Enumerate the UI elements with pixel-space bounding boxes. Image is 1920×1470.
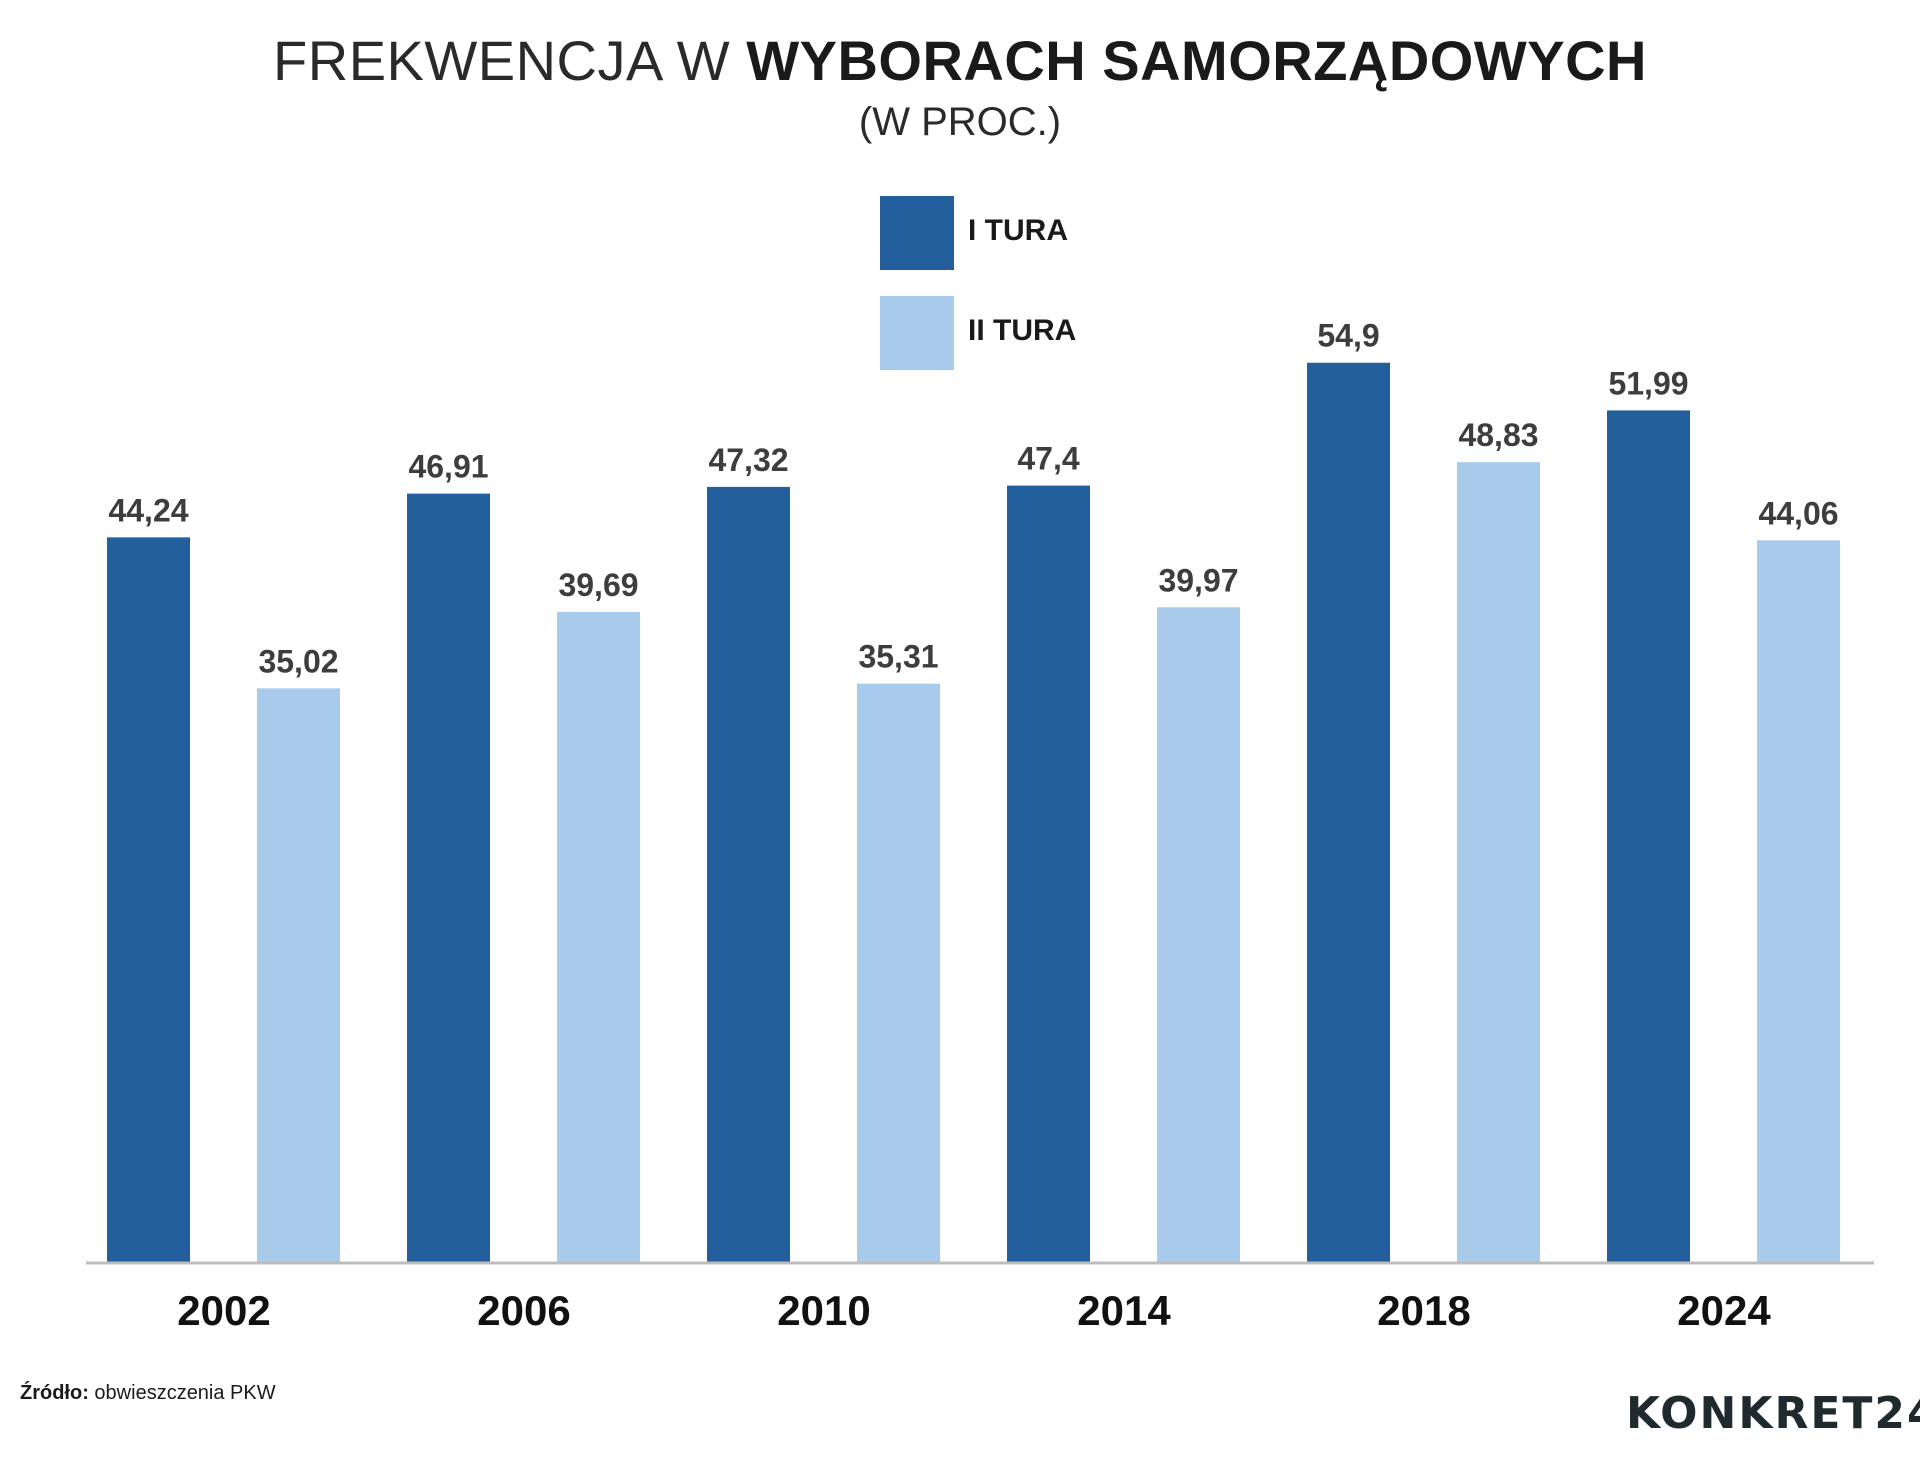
- chart-title: FREKWENCJA W WYBORACH SAMORZĄDOWYCH: [0, 28, 1920, 94]
- bar-2018-series-1: [1307, 362, 1390, 1262]
- legend: I TURA II TURA: [880, 196, 1180, 396]
- value-label-2006-series-2: 39,69: [558, 567, 638, 603]
- value-label-2006-series-1: 46,91: [408, 449, 488, 485]
- legend-swatch-series-1: [880, 196, 954, 270]
- value-label-2014-series-2: 39,97: [1158, 562, 1238, 598]
- value-label-2014-series-1: 47,4: [1017, 441, 1079, 477]
- x-tick-label-2014: 2014: [1077, 1287, 1171, 1334]
- value-label-2018-series-1: 54,9: [1317, 318, 1379, 354]
- bar-2024-series-1: [1607, 410, 1690, 1262]
- chart-subtitle: (W PROC.): [858, 100, 1062, 144]
- bar-2006-series-1: [407, 493, 490, 1262]
- bar-chart: 44,24 35,02 2002 46,91 39,69 2006 47,32 35,31 20…: [86, 318, 1874, 1334]
- bar-2010-series-1: [707, 486, 790, 1262]
- source-note: Źródło: obwieszczenia PKW: [20, 1382, 276, 1405]
- bar-2014-series-2: [1157, 607, 1240, 1262]
- legend-swatch-series-2: [880, 296, 954, 370]
- value-label-2024-series-2: 44,06: [1758, 495, 1838, 531]
- x-tick-label-2010: 2010: [777, 1287, 870, 1334]
- bar-2002-series-1: [107, 537, 190, 1262]
- bar-2014-series-1: [1007, 485, 1090, 1262]
- x-tick-label-2006: 2006: [477, 1287, 570, 1334]
- chart-title-light: FREKWENCJA W: [273, 29, 731, 92]
- bar-2006-series-2: [557, 611, 640, 1262]
- x-tick-label-2018: 2018: [1377, 1287, 1470, 1334]
- value-label-2002-series-2: 35,02: [258, 643, 338, 679]
- x-tick-label-2024: 2024: [1677, 1287, 1771, 1334]
- bar-2010-series-2: [857, 683, 940, 1262]
- value-label-2010-series-1: 47,32: [708, 442, 788, 478]
- value-label-2002-series-1: 44,24: [108, 492, 188, 528]
- value-label-2018-series-2: 48,83: [1458, 417, 1538, 453]
- legend-item-series-2: II TURA: [880, 296, 1180, 370]
- x-tick-label-2002: 2002: [177, 1287, 270, 1334]
- value-label-2024-series-1: 51,99: [1608, 365, 1688, 401]
- legend-label-series-1: I TURA: [968, 214, 1068, 247]
- bar-2024-series-2: [1757, 540, 1840, 1262]
- value-label-2010-series-2: 35,31: [858, 639, 938, 675]
- chart-title-bold: WYBORACH SAMORZĄDOWYCH: [746, 29, 1647, 92]
- bar-2002-series-2: [257, 688, 340, 1262]
- legend-item-series-1: I TURA: [880, 196, 1180, 270]
- konkret24-logo: KONKRET24: [1626, 1388, 1920, 1439]
- source-text: obwieszczenia PKW: [88, 1382, 276, 1404]
- legend-label-series-2: II TURA: [968, 314, 1077, 347]
- source-label: Źródło:: [20, 1382, 89, 1404]
- bar-2018-series-2: [1457, 462, 1540, 1262]
